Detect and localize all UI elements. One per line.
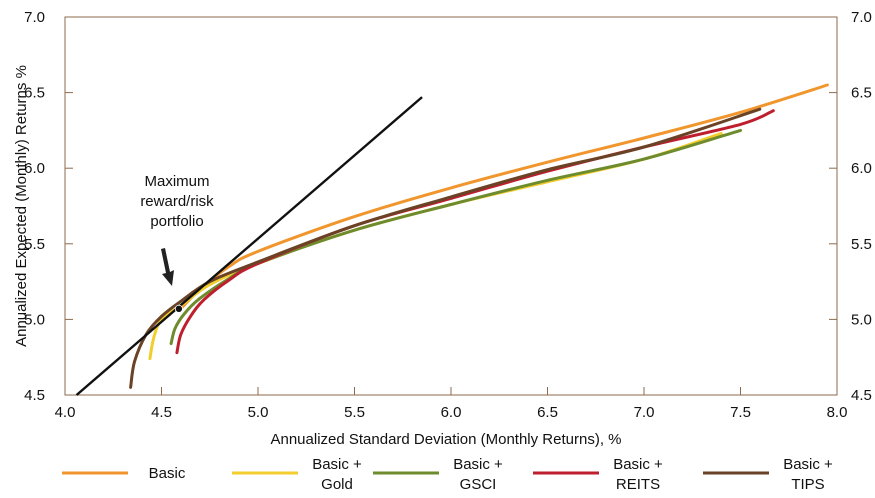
series-line-basic-tips bbox=[129, 107, 762, 389]
annotation-label: Maximum reward/risk portfolio bbox=[140, 173, 214, 230]
legend-item: Basic + REITS bbox=[533, 456, 663, 493]
tangency-point-marker bbox=[174, 304, 183, 313]
series-line-basic-gsci bbox=[169, 128, 742, 346]
series-line-basic-gold bbox=[148, 131, 723, 361]
capital-market-line bbox=[75, 96, 423, 396]
annotation-arrow bbox=[161, 248, 174, 286]
legend-item: Basic bbox=[62, 465, 186, 482]
x-tick-label: 5.0 bbox=[248, 404, 269, 421]
legend: Basic Basic + Gold Basic + GSCI Basic + REITS B… bbox=[62, 456, 833, 493]
y-axis-title: Annualized Expected (Monthly) Returns % bbox=[13, 65, 30, 347]
x-tick-label: 5.5 bbox=[344, 404, 365, 421]
x-tick-label: 7.0 bbox=[634, 404, 655, 421]
y-tick-label-right: 6.5 bbox=[851, 85, 872, 102]
legend-item: Basic + TIPS bbox=[703, 456, 833, 493]
legend-label: Basic + REITS bbox=[613, 456, 663, 493]
x-tick-label: 4.0 bbox=[55, 404, 76, 421]
x-axis-title: Annualized Standard Deviation (Monthly R… bbox=[270, 431, 621, 448]
legend-label: Basic bbox=[149, 465, 186, 482]
legend-item: Basic + GSCI bbox=[373, 456, 503, 493]
legend-label: Basic + Gold bbox=[312, 456, 362, 493]
y-tick-label-left: 6.0 bbox=[24, 160, 45, 177]
y-tick-label-right: 5.5 bbox=[851, 236, 872, 253]
x-tick-label: 8.0 bbox=[827, 404, 848, 421]
x-tick-label: 4.5 bbox=[151, 404, 172, 421]
y-tick-label-right: 5.0 bbox=[851, 311, 872, 328]
legend-label: Basic + GSCI bbox=[453, 456, 503, 493]
y-tick-label-left: 6.5 bbox=[24, 85, 45, 102]
y-tick-label-right: 4.5 bbox=[851, 387, 872, 404]
legend-item: Basic + Gold bbox=[232, 456, 362, 493]
x-tick-label: 7.5 bbox=[730, 404, 751, 421]
legend-label: Basic + TIPS bbox=[783, 456, 833, 493]
y-tick-label-left: 5.5 bbox=[24, 236, 45, 253]
y-tick-label-left: 5.0 bbox=[24, 311, 45, 328]
y-tick-label-left: 4.5 bbox=[24, 387, 45, 404]
x-tick-label: 6.0 bbox=[441, 404, 462, 421]
series-line-basic bbox=[179, 83, 829, 311]
y-tick-label-left: 7.0 bbox=[24, 9, 45, 26]
y-tick-label-right: 6.0 bbox=[851, 160, 872, 177]
x-tick-label: 6.5 bbox=[537, 404, 558, 421]
y-tick-label-right: 7.0 bbox=[851, 9, 872, 26]
